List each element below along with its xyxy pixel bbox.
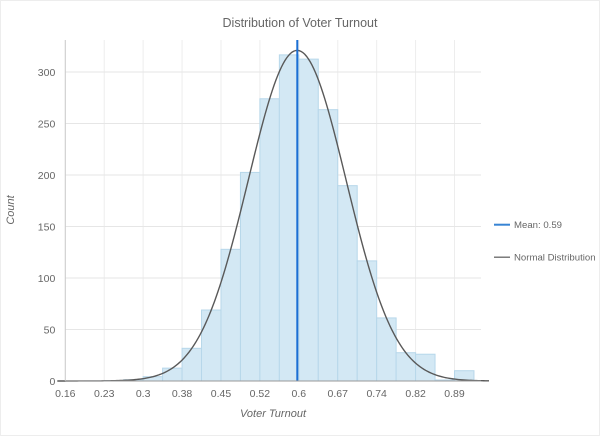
svg-text:0.67: 0.67 [328,388,349,400]
svg-text:300: 300 [38,67,56,79]
svg-text:0.38: 0.38 [172,388,193,400]
svg-text:Voter Turnout: Voter Turnout [240,408,307,420]
svg-text:0.52: 0.52 [250,388,271,400]
svg-text:0.74: 0.74 [366,388,387,400]
svg-text:50: 50 [44,325,56,337]
svg-text:100: 100 [38,273,56,285]
svg-text:0.45: 0.45 [211,388,232,400]
svg-text:0.3: 0.3 [136,388,151,400]
svg-text:150: 150 [38,222,56,234]
svg-text:0.16: 0.16 [55,388,76,400]
svg-text:Count: Count [5,194,17,224]
svg-text:0: 0 [49,376,55,388]
svg-text:250: 250 [38,119,56,131]
svg-text:Mean: 0.59: Mean: 0.59 [514,220,562,231]
svg-text:Normal Distribution: Normal Distribution [514,253,596,264]
svg-text:0.23: 0.23 [94,388,115,400]
svg-text:0.6: 0.6 [292,388,307,400]
svg-text:200: 200 [38,170,56,182]
svg-text:0.89: 0.89 [444,388,465,400]
svg-text:0.82: 0.82 [405,388,426,400]
